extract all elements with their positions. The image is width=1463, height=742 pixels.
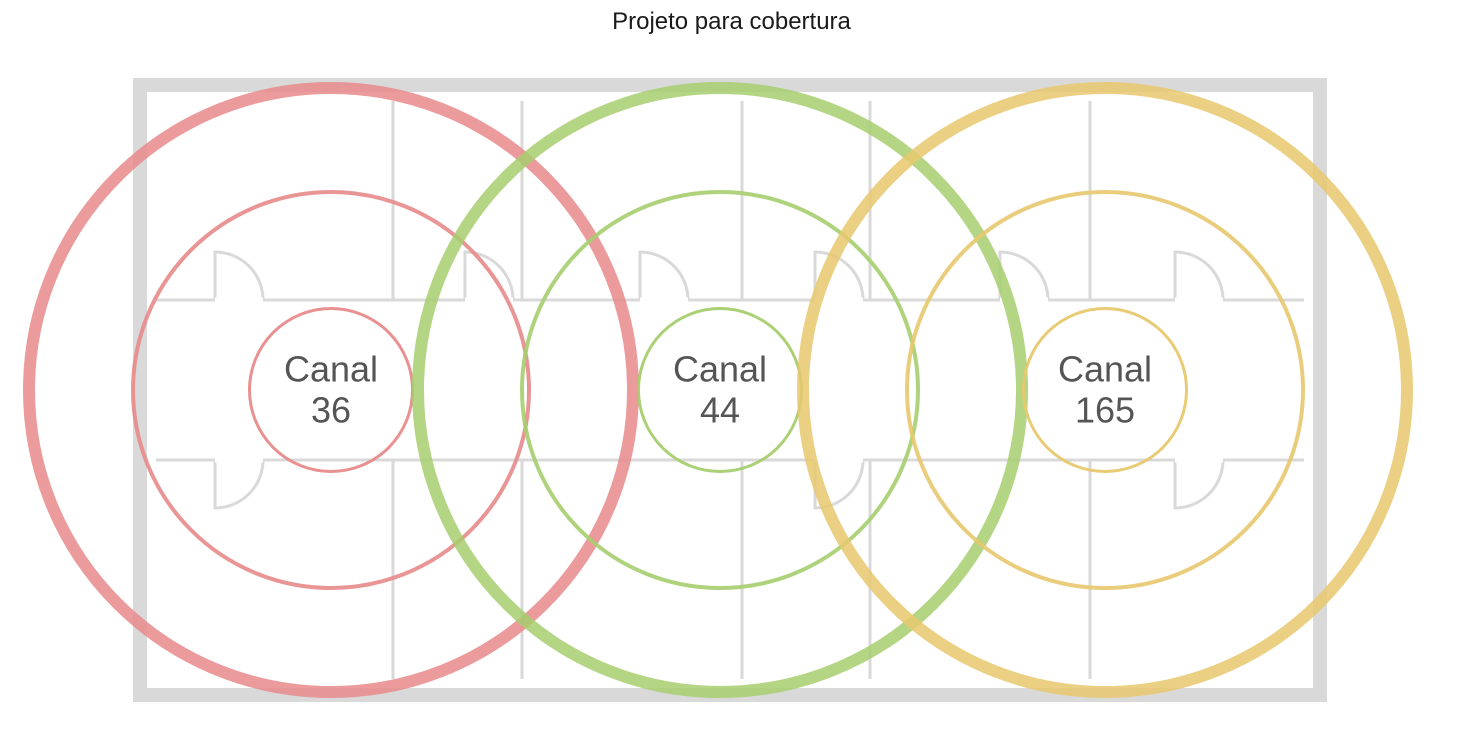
- ap-0-label: Canal36: [284, 349, 378, 432]
- diagram-title: Projeto para cobertura: [612, 8, 851, 36]
- ap-1-label: Canal44: [673, 349, 767, 432]
- ap-2-label: Canal165: [1058, 349, 1152, 432]
